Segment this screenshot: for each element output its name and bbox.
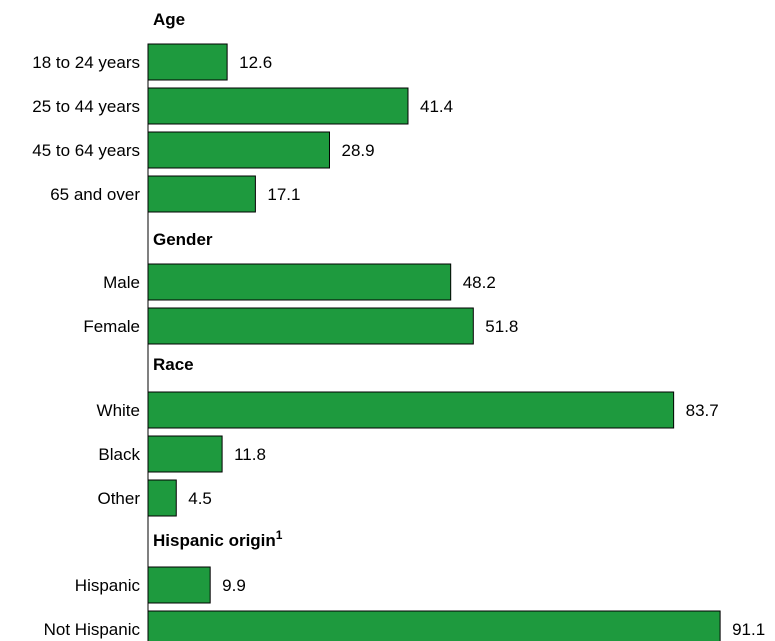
value-label: 41.4 (420, 97, 453, 116)
category-label: 65 and over (50, 185, 140, 204)
group-title-1: Gender (153, 230, 213, 249)
category-label: Black (98, 445, 140, 464)
bar-hispanic (147, 566, 211, 604)
bar-white (147, 391, 675, 429)
value-label: 48.2 (463, 273, 496, 292)
bar-female (147, 307, 474, 345)
category-label: Female (83, 317, 140, 336)
category-label: Hispanic (75, 576, 141, 595)
bar-other (147, 479, 177, 517)
bar-male (147, 263, 452, 301)
category-label: 18 to 24 years (32, 53, 140, 72)
bar-18-to-24-years (147, 43, 228, 81)
group-title-superscript-3: 1 (276, 528, 283, 542)
category-label: White (97, 401, 140, 420)
group-title-0: Age (153, 10, 185, 29)
bar-not-hispanic (147, 610, 721, 641)
value-label: 91.1 (732, 620, 765, 639)
value-label: 4.5 (188, 489, 212, 508)
value-label: 11.8 (234, 445, 266, 464)
category-label: 45 to 64 years (32, 141, 140, 160)
group-title-3: Hispanic origin1 (153, 528, 283, 550)
value-label: 12.6 (239, 53, 272, 72)
bar-45-to-64-years (147, 131, 330, 169)
category-label: Male (103, 273, 140, 292)
value-label: 83.7 (686, 401, 719, 420)
bar-65-and-over (147, 175, 256, 213)
value-label: 28.9 (341, 141, 374, 160)
value-label: 17.1 (267, 185, 300, 204)
category-label: Other (97, 489, 140, 508)
value-label: 51.8 (485, 317, 518, 336)
bar-25-to-44-years (147, 87, 409, 125)
bar-black (147, 435, 223, 473)
value-label: 9.9 (222, 576, 246, 595)
category-label: Not Hispanic (44, 620, 141, 639)
group-title-2: Race (153, 355, 194, 374)
category-label: 25 to 44 years (32, 97, 140, 116)
